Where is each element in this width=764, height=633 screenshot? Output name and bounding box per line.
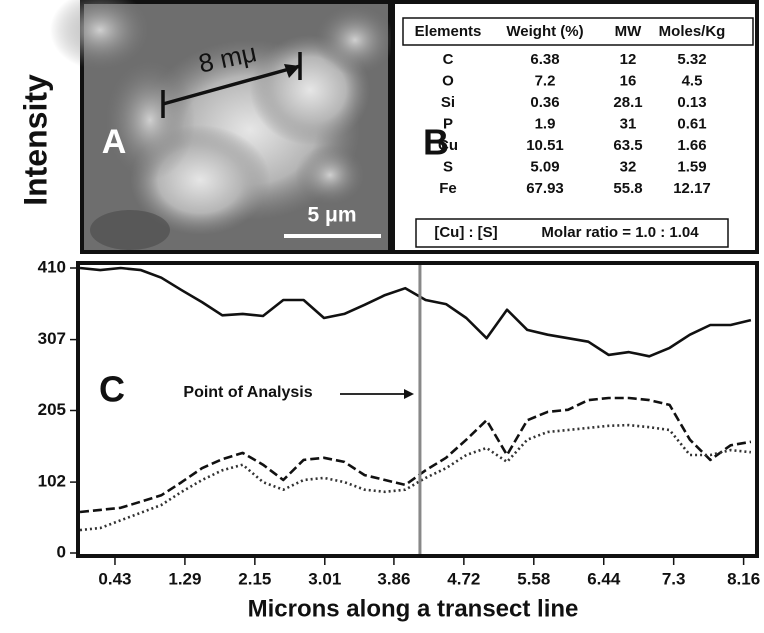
particle xyxy=(315,5,395,75)
table-cell: S xyxy=(443,158,453,175)
x-tick-label: 4.72 xyxy=(447,569,480,588)
header-box xyxy=(402,17,754,46)
data-line xyxy=(79,423,752,532)
particle xyxy=(295,145,365,205)
table-cell: 31 xyxy=(620,115,637,132)
y-tick-label: 102 xyxy=(38,472,66,491)
x-tick-label: 0.43 xyxy=(98,569,131,588)
x-tick-label: 6.44 xyxy=(587,569,621,588)
table-cell: Si xyxy=(441,94,455,111)
x-tick-label: 3.01 xyxy=(308,569,341,588)
ratio-text: Molar ratio = 1.0 : 1.04 xyxy=(541,224,699,241)
table-cell: Fe xyxy=(439,180,457,197)
table-cell: 32 xyxy=(620,158,637,175)
particle xyxy=(105,60,195,180)
x-tick-label: 3.86 xyxy=(377,569,410,588)
annotation-arrowhead xyxy=(404,389,414,399)
x-tick-label: 2.15 xyxy=(238,569,271,588)
plot-frame xyxy=(76,261,759,558)
table-cell: Cu xyxy=(438,137,458,154)
y-tick-label: 307 xyxy=(38,329,66,348)
table-header: Elements xyxy=(415,23,482,40)
table-cell: 28.1 xyxy=(613,94,642,111)
table-cell: P xyxy=(443,115,453,132)
ratio-box xyxy=(415,218,729,248)
y-tick-label: 410 xyxy=(38,257,66,276)
data-line xyxy=(79,266,752,358)
table-cell: O xyxy=(442,72,454,89)
sem-panel: 8 mμ A 5 μm xyxy=(50,0,395,254)
measure-arrow xyxy=(284,64,300,78)
shadow xyxy=(90,210,170,250)
table-cell: 4.5 xyxy=(682,72,703,89)
table-cell: 63.5 xyxy=(613,137,642,154)
table-cell: 0.61 xyxy=(677,115,706,132)
table-cell: 55.8 xyxy=(613,180,642,197)
table-cell: 1.59 xyxy=(677,158,706,175)
table-cell: 0.13 xyxy=(677,94,706,111)
table-panel: B [Cu] : [S] Molar ratio = 1.0 : 1.04 El… xyxy=(391,0,759,254)
table-cell: 12 xyxy=(620,51,637,68)
chart: Intensity Microns along a transect line … xyxy=(17,74,760,622)
x-tick-label: 7.3 xyxy=(662,569,686,588)
y-tick-label: 205 xyxy=(38,400,66,419)
table-header: Moles/Kg xyxy=(659,23,726,40)
table-cell: 12.17 xyxy=(673,180,711,197)
x-tick-label: 1.29 xyxy=(168,569,201,588)
table-header: MW xyxy=(615,23,642,40)
table-cell: 67.93 xyxy=(526,180,564,197)
table-cells: Elements Weight (%) MW Moles/Kg C 6.38 12 5.32 O… xyxy=(415,23,726,197)
table-cell: 10.51 xyxy=(526,137,564,154)
y-tick-label: 0 xyxy=(57,542,66,561)
table-cell: 5.09 xyxy=(530,158,559,175)
panel-label: C xyxy=(99,369,125,410)
x-tick-label: 8.16 xyxy=(727,569,760,588)
table-cell: 0.36 xyxy=(530,94,559,111)
table-header: Weight (%) xyxy=(506,23,583,40)
panel-label: B xyxy=(423,122,449,163)
x-axis-title: Microns along a transect line xyxy=(248,595,579,622)
table-cell: 16 xyxy=(620,72,637,89)
annotation: Point of Analysis xyxy=(183,384,312,401)
table-cell: 5.32 xyxy=(677,51,706,68)
table-cell: C xyxy=(443,51,454,68)
measure-line xyxy=(162,64,301,106)
x-tick-label: 5.58 xyxy=(517,569,550,588)
data-line xyxy=(79,396,752,514)
panel-label: A xyxy=(102,123,127,161)
ratio-label: [Cu] : [S] xyxy=(434,224,497,241)
table-cell: 6.38 xyxy=(530,51,559,68)
particle xyxy=(50,0,150,70)
table-cell: 1.9 xyxy=(535,115,556,132)
table-cell: 1.66 xyxy=(677,137,706,154)
table-cell: 7.2 xyxy=(535,72,556,89)
scale-bar-label: 5 μm xyxy=(307,204,356,227)
table-frame xyxy=(391,0,759,254)
y-axis-title: Intensity xyxy=(17,74,53,206)
